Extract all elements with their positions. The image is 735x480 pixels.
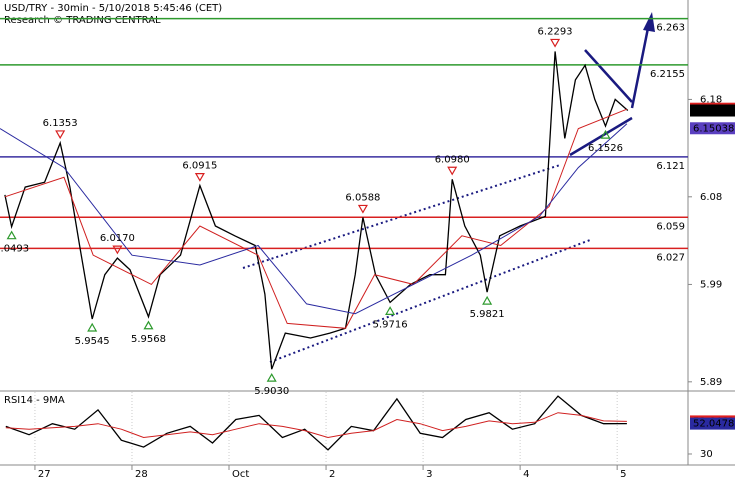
price-line bbox=[0, 123, 628, 315]
pivot-label: 5.9568 bbox=[131, 334, 166, 345]
x-tick-label: 5 bbox=[620, 469, 626, 480]
pivot-marker bbox=[6, 230, 17, 240]
pivot-label: 6.0170 bbox=[100, 233, 135, 244]
channel-lower bbox=[269, 239, 591, 363]
chart-title: USD/TRY - 30min - 5/10/2018 5:45:46 (CET… bbox=[4, 3, 222, 14]
level-label: 6.059 bbox=[656, 221, 685, 232]
y-tick-label: 6.18 bbox=[700, 94, 722, 105]
pivot-label: 5.9545 bbox=[75, 336, 110, 347]
level-label: 6.263 bbox=[656, 23, 685, 34]
price-line bbox=[5, 395, 627, 451]
value-tag bbox=[690, 417, 735, 430]
pivot-marker bbox=[194, 173, 205, 182]
pivot-marker bbox=[447, 166, 458, 176]
x-tick-label: 27 bbox=[38, 469, 51, 480]
x-tick-label: 3 bbox=[426, 469, 432, 480]
pivot-label: 6.1526 bbox=[588, 143, 623, 154]
pivot-label: 6.0915 bbox=[182, 161, 217, 172]
x-tick-label: 28 bbox=[135, 469, 148, 480]
pivot-marker bbox=[550, 38, 561, 48]
level-label: 6.2155 bbox=[650, 69, 685, 80]
rsi-title: RSI14 - 9MA bbox=[4, 395, 65, 406]
pivot-marker bbox=[357, 204, 368, 214]
price-line bbox=[4, 51, 629, 370]
pivot-marker bbox=[87, 322, 98, 332]
pivot-label: 6.0980 bbox=[435, 154, 470, 165]
value-tag-label: 6.15038 bbox=[693, 123, 734, 134]
pivot-marker bbox=[482, 295, 493, 305]
level-label: 6.121 bbox=[656, 161, 685, 172]
value-tag bbox=[690, 104, 735, 117]
arrow-head bbox=[643, 12, 655, 32]
pivot-marker bbox=[143, 320, 154, 330]
pivot-label: 5.9821 bbox=[470, 309, 505, 320]
pivot-label: 6.2293 bbox=[538, 26, 573, 37]
chart-subtitle: Research © TRADING CENTRAL bbox=[4, 15, 161, 26]
value-tag-label: 52.0478 bbox=[693, 419, 734, 430]
pivot-label: 5.9716 bbox=[373, 319, 408, 330]
forecast-arrow bbox=[630, 27, 650, 109]
pivot-marker bbox=[266, 372, 277, 382]
level-label: 6.027 bbox=[656, 252, 685, 263]
trend-channel bbox=[242, 164, 591, 363]
pivot-label: 6.1353 bbox=[43, 118, 78, 129]
y-tick-label: 30 bbox=[700, 449, 713, 460]
pivot-marker bbox=[55, 130, 66, 140]
triangle-upper bbox=[584, 49, 633, 103]
value-tag bbox=[690, 122, 735, 135]
value-tag-label: 6.1686 bbox=[693, 106, 728, 117]
triangle-lower bbox=[569, 116, 633, 157]
price-line bbox=[5, 412, 627, 439]
triangle-pattern bbox=[569, 27, 650, 157]
x-tick-label: Oct bbox=[232, 469, 249, 480]
x-tick-label: 4 bbox=[523, 469, 529, 480]
pivot-label: 5.9030 bbox=[254, 386, 289, 397]
pivot-marker bbox=[600, 129, 611, 139]
pivot-label: 6.0493 bbox=[0, 244, 29, 255]
x-tick-label: 2 bbox=[329, 469, 335, 480]
y-tick-label: 6.08 bbox=[700, 192, 722, 203]
pivot-label: 6.0588 bbox=[345, 192, 380, 203]
channel-upper bbox=[242, 164, 561, 269]
pivot-marker bbox=[385, 306, 396, 315]
y-tick-label: 5.99 bbox=[700, 279, 722, 290]
y-tick-label: 5.89 bbox=[700, 377, 722, 388]
pivot-marker bbox=[112, 245, 123, 255]
